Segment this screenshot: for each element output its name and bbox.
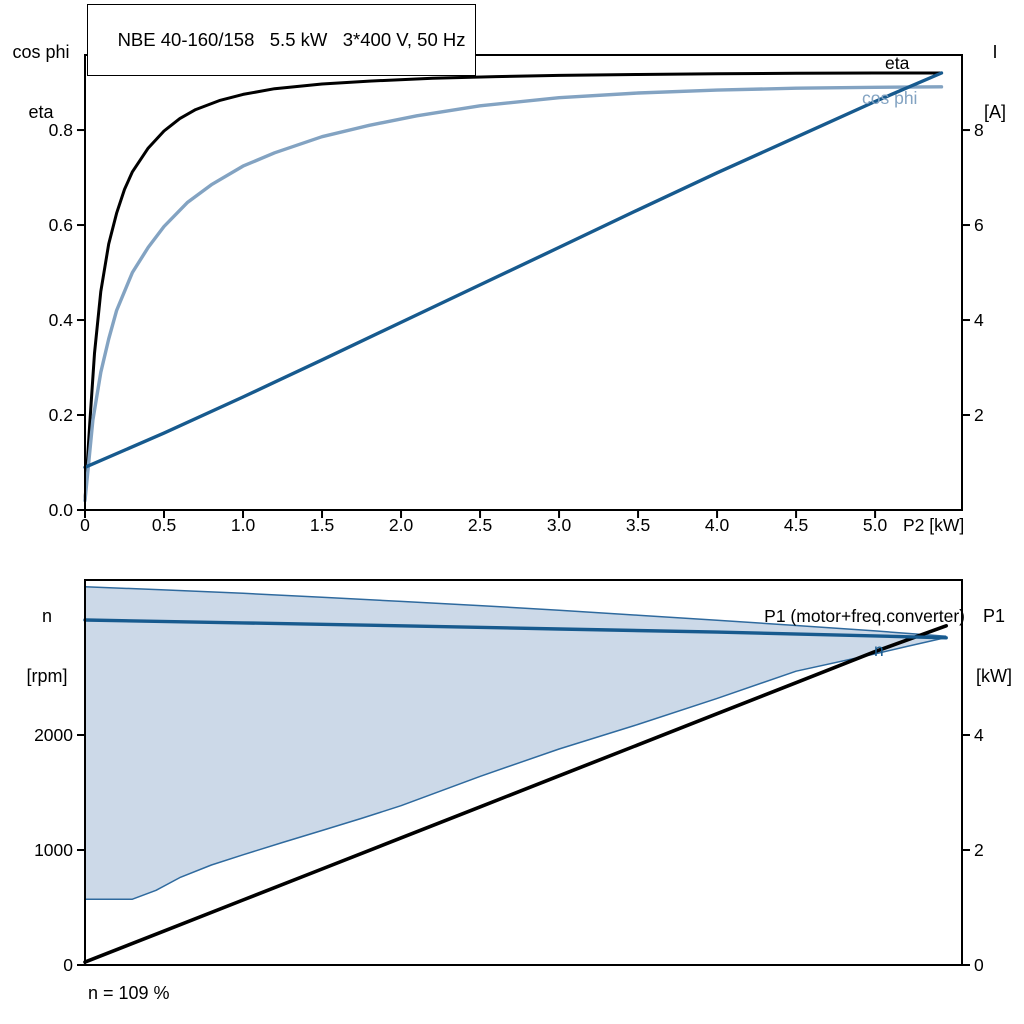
- right-axis-tick-label: 2: [974, 405, 984, 425]
- power-axis-name-line2: [kW]: [976, 666, 1012, 686]
- top-chart-eta-cosphi-current: 0.0 0.2 0.4 0.6 0.8 2 4 6 8 0 0.5 1.0 1.5 2.0 2.5 3.0 3.…: [49, 54, 984, 535]
- right-axis-tick-label: 4: [974, 310, 984, 330]
- left-axis-tick-label: 0: [63, 955, 73, 975]
- cosphi-curve-label: cos phi: [862, 88, 918, 108]
- chart-title-box: NBE 40-160/158 5.5 kW 3*400 V, 50 Hz: [87, 4, 476, 76]
- right-axis-name-line2: [A]: [983, 102, 1006, 122]
- x-axis-tick-label: 4.5: [784, 515, 808, 535]
- left-axis-name-line1: cos phi: [12, 42, 70, 62]
- speed-axis-name-line2: [rpm]: [26, 666, 68, 686]
- series-n-line: [83, 618, 948, 640]
- x-axis-tick-label: 2.0: [389, 515, 414, 535]
- right-axis-tick-label: 6: [974, 215, 984, 235]
- x-axis-tick-label: 1.5: [310, 515, 334, 535]
- left-axis-tick-label: 2000: [34, 725, 73, 745]
- right-axis-tick-label: 4: [974, 725, 984, 745]
- left-axis-tick-label: 0.4: [49, 310, 74, 330]
- left-axis-tick-label: 1000: [34, 840, 73, 860]
- left-axis-tick-label: 0.2: [49, 405, 73, 425]
- operating-band-upper-line: [84, 585, 947, 638]
- right-axis-tick-label: 2: [974, 840, 984, 860]
- operating-band-fill: [85, 586, 947, 900]
- power-axis-name-line1: P1: [982, 606, 1006, 626]
- chart-title: NBE 40-160/158 5.5 kW 3*400 V, 50 Hz: [117, 29, 466, 50]
- series-eta-line: [83, 71, 943, 502]
- x-axis-tick-label: 3.0: [547, 515, 572, 535]
- top-right-axis-title: I [A]: [970, 2, 1020, 162]
- series-i-line: [83, 71, 944, 469]
- x-axis-tick-label: 1.0: [231, 515, 256, 535]
- x-axis-tick-label: 4.0: [705, 515, 730, 535]
- x-axis-unit-label: P2 [kW]: [903, 515, 964, 535]
- right-axis-tick-label: 0: [974, 955, 984, 975]
- left-axis-name-line2: eta: [28, 102, 54, 122]
- series-p1-motor-freq-converter-line: [83, 624, 949, 964]
- left-axis-tick-label: 0.0: [49, 500, 74, 520]
- left-axis-tick-label: 0.6: [49, 215, 73, 235]
- x-axis-tick-label: 3.5: [626, 515, 650, 535]
- p1-curve-label: P1 (motor+freq.converter): [764, 606, 965, 626]
- n-curve-label: n: [874, 640, 884, 660]
- bottom-right-axis-title: P1 [kW]: [966, 566, 1022, 726]
- plot-frame: [84, 579, 963, 966]
- x-axis-tick-label: 2.5: [468, 515, 492, 535]
- top-left-axis-title: cos phi eta: [2, 2, 80, 162]
- right-axis-tick-label: 8: [974, 120, 984, 140]
- x-axis-tick-label: 0.5: [152, 515, 176, 535]
- plot-frame: [84, 54, 963, 511]
- right-axis-name-line1: I: [992, 42, 998, 62]
- eta-curve-label: eta: [885, 53, 910, 73]
- bottom-chart-speed-power: 0 1000 2000 0 2 4: [34, 579, 984, 975]
- speed-percentage-annotation: n = 109 %: [88, 983, 170, 1003]
- bottom-left-axis-title: n [rpm]: [14, 566, 80, 726]
- operating-band-lower-line: [85, 636, 947, 900]
- left-axis-tick-label: 0.8: [49, 120, 73, 140]
- x-axis-tick-label: 0: [80, 515, 90, 535]
- speed-axis-name-line1: n: [41, 606, 52, 626]
- series-cos-phi-line: [83, 85, 944, 503]
- x-axis-tick-label: 5.0: [863, 515, 888, 535]
